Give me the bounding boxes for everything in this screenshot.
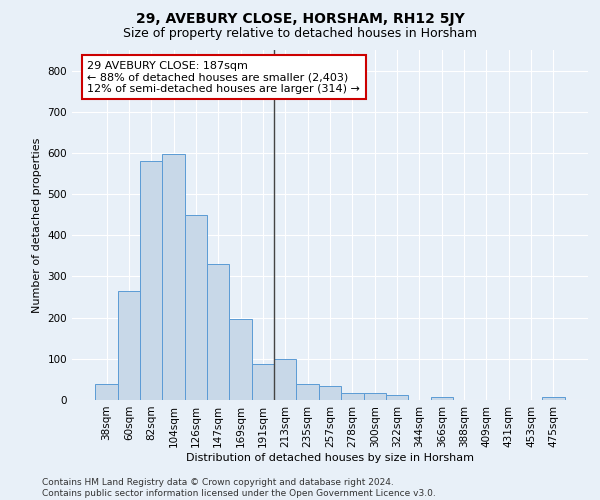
X-axis label: Distribution of detached houses by size in Horsham: Distribution of detached houses by size … <box>186 452 474 462</box>
Bar <box>163 154 185 400</box>
Bar <box>386 396 408 400</box>
Bar <box>95 384 118 400</box>
Y-axis label: Number of detached properties: Number of detached properties <box>32 138 42 312</box>
Bar <box>140 161 163 400</box>
Bar <box>207 264 229 400</box>
Text: Size of property relative to detached houses in Horsham: Size of property relative to detached ho… <box>123 28 477 40</box>
Text: Contains HM Land Registry data © Crown copyright and database right 2024.
Contai: Contains HM Land Registry data © Crown c… <box>42 478 436 498</box>
Bar <box>185 214 207 400</box>
Bar <box>118 291 140 400</box>
Bar <box>364 393 386 400</box>
Bar <box>274 359 296 400</box>
Bar <box>319 386 341 400</box>
Text: 29 AVEBURY CLOSE: 187sqm
← 88% of detached houses are smaller (2,403)
12% of sem: 29 AVEBURY CLOSE: 187sqm ← 88% of detach… <box>88 60 361 94</box>
Bar <box>431 397 453 400</box>
Bar <box>341 393 364 400</box>
Bar <box>296 384 319 400</box>
Bar <box>252 364 274 400</box>
Text: 29, AVEBURY CLOSE, HORSHAM, RH12 5JY: 29, AVEBURY CLOSE, HORSHAM, RH12 5JY <box>136 12 464 26</box>
Bar <box>542 397 565 400</box>
Bar <box>229 319 252 400</box>
